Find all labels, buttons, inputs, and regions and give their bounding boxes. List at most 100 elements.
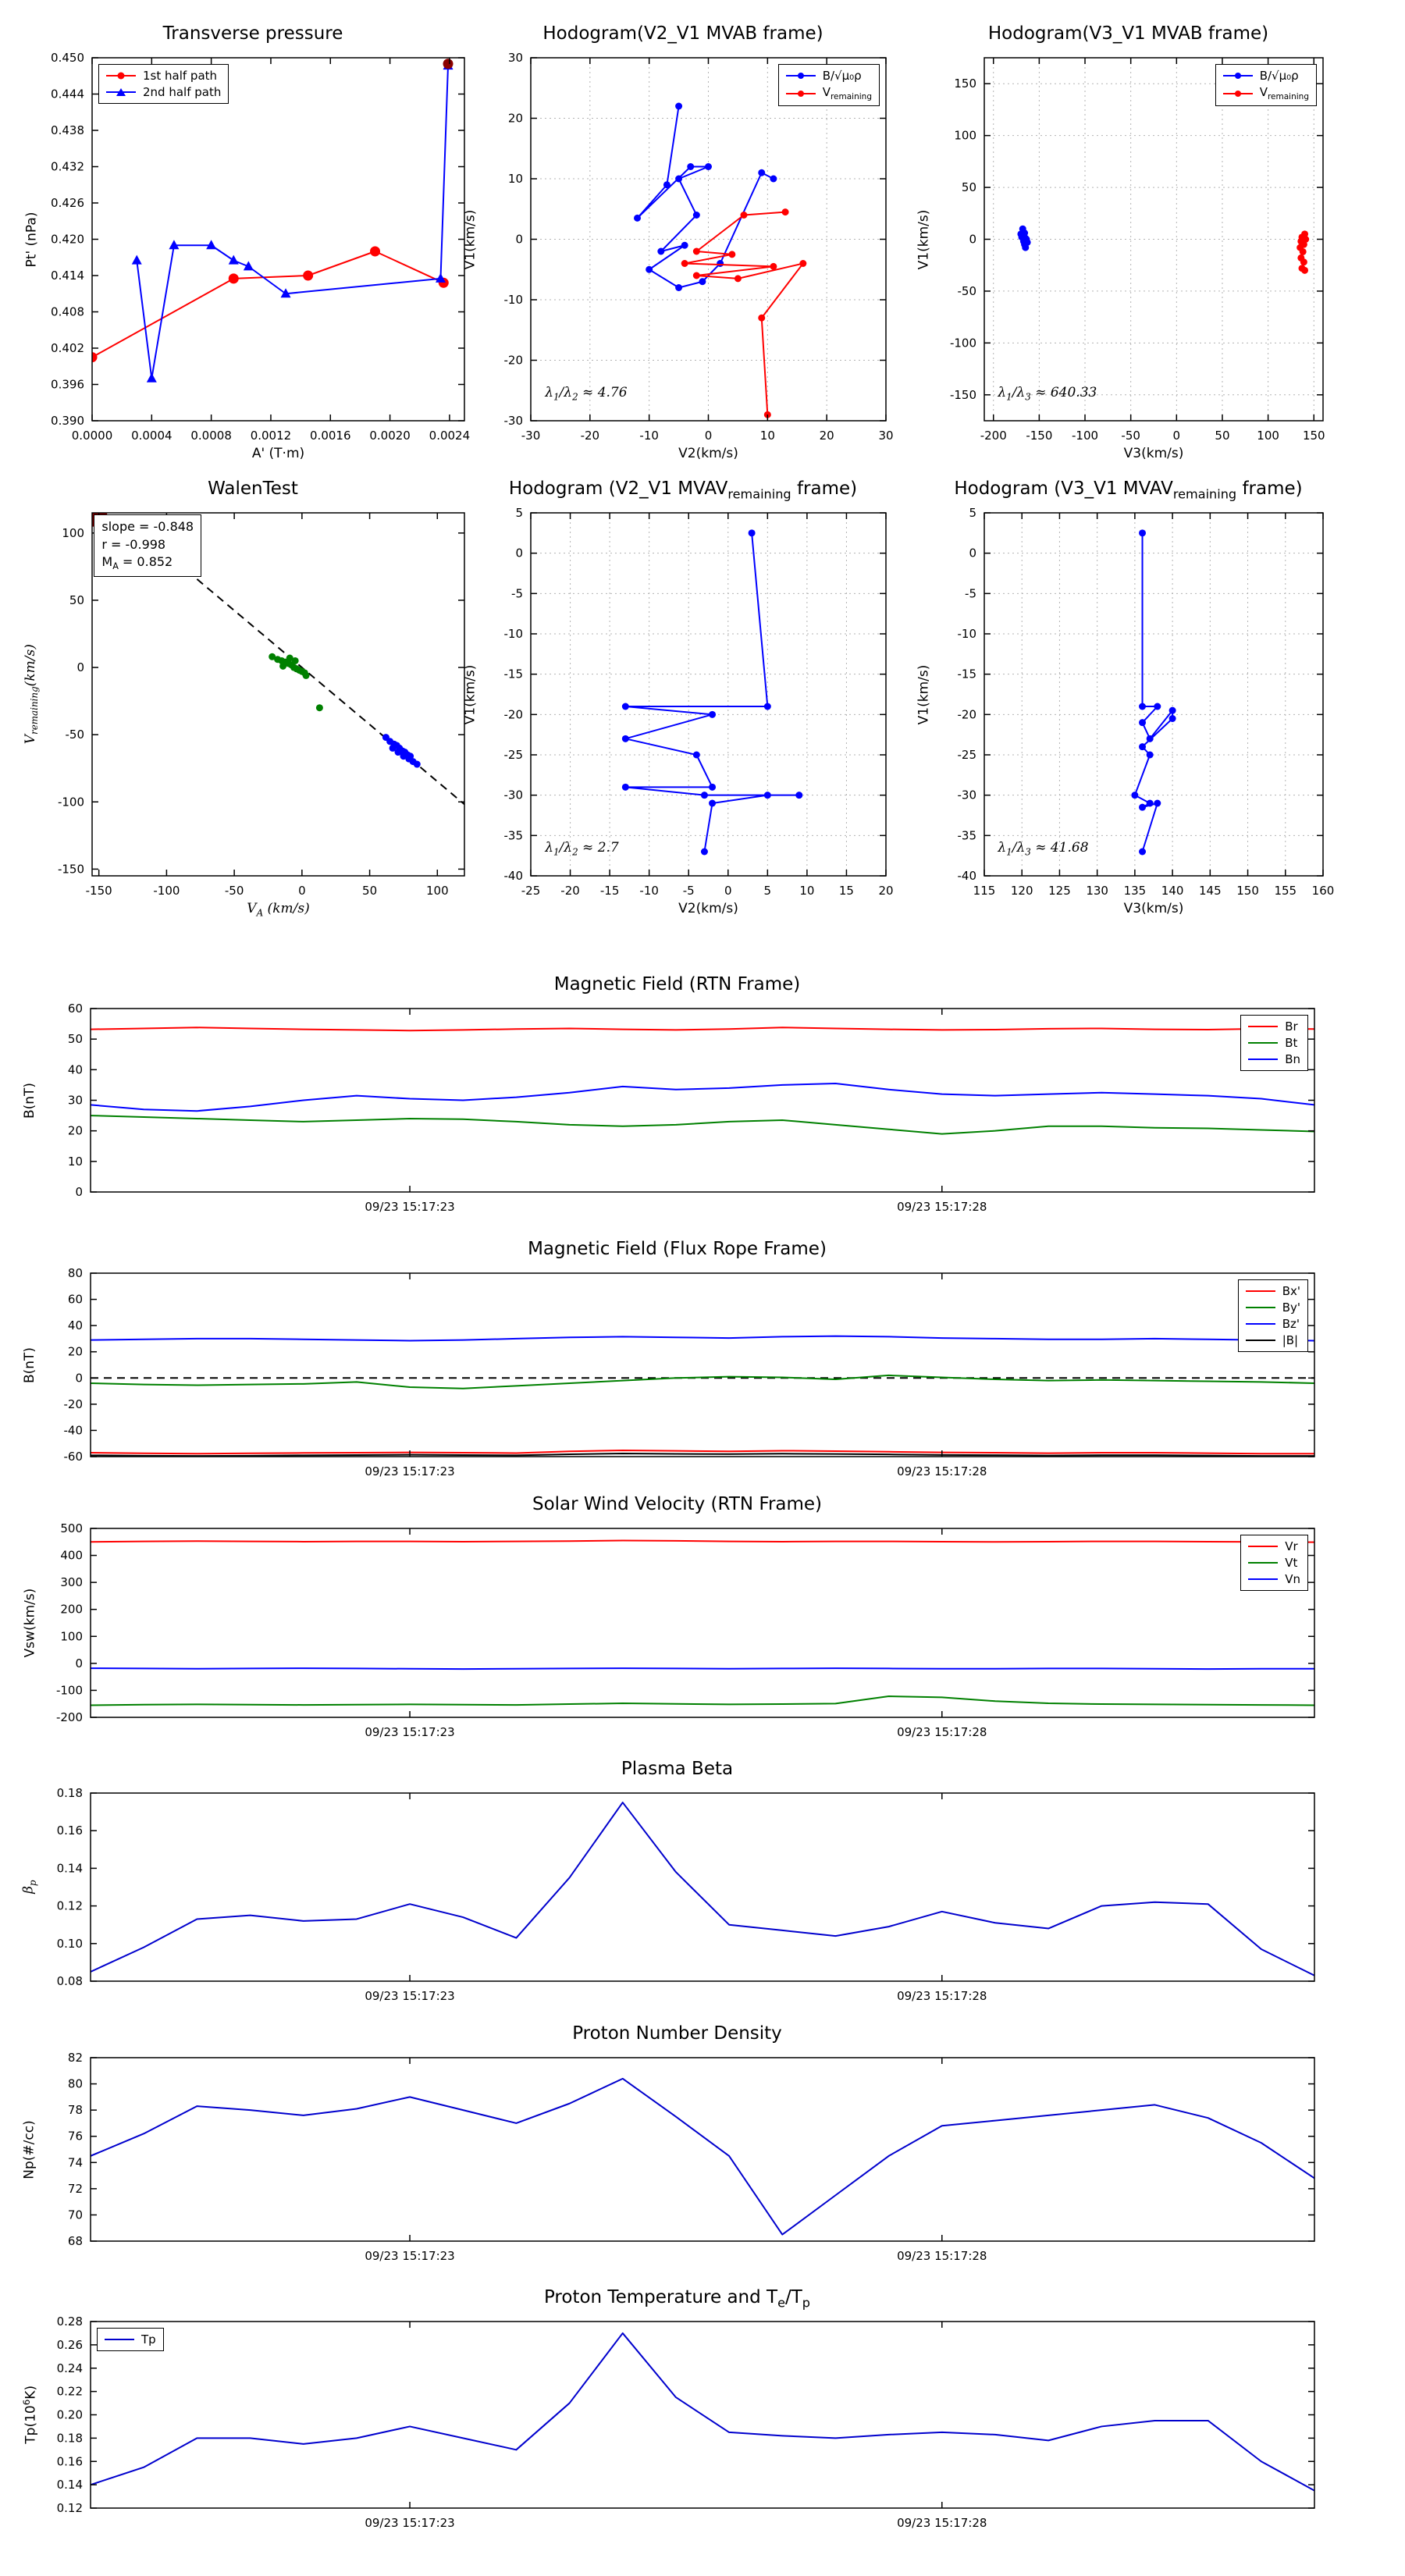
svg-text:0.0000: 0.0000	[72, 429, 113, 443]
svg-text:80: 80	[68, 2077, 83, 2091]
svg-text:40: 40	[68, 1318, 83, 1332]
svg-text:400: 400	[60, 1549, 83, 1563]
proton-temperature-ylabel-text: Tp(106K)	[20, 2386, 39, 2444]
legend-marker-triangle	[116, 88, 126, 96]
legend-line-sample	[1248, 1541, 1279, 1552]
svg-text:09/23 15:17:28: 09/23 15:17:28	[897, 2516, 987, 2530]
svg-text:0.24: 0.24	[57, 2361, 83, 2375]
hodogram-v2v1-mvab-ylabel: V1(km/s)	[460, 58, 480, 421]
legend-label: 2nd half path	[143, 85, 222, 99]
svg-text:0.444: 0.444	[51, 87, 84, 101]
svg-text:-10: -10	[639, 429, 659, 443]
svg-text:30: 30	[878, 429, 893, 443]
svg-text:09/23 15:17:23: 09/23 15:17:23	[365, 1200, 454, 1214]
svg-text:-25: -25	[958, 748, 977, 762]
svg-text:-100: -100	[950, 336, 976, 350]
svg-text:-50: -50	[225, 884, 244, 898]
legend-entry: Vn	[1248, 1572, 1300, 1586]
svg-text:-5: -5	[683, 884, 695, 898]
magnetic-field-rtn-title: Magnetic Field (RTN Frame)	[553, 974, 801, 994]
magnetic-field-flux-rope-title: Magnetic Field (Flux Rope Frame)	[528, 1239, 827, 1259]
svg-text:-60: -60	[64, 1450, 84, 1464]
svg-text:0.396: 0.396	[51, 378, 84, 392]
magnetic-field-rtn-legend: Br Bt Bn	[1240, 1015, 1308, 1071]
svg-text:-100: -100	[153, 884, 180, 898]
svg-text:0.0004: 0.0004	[131, 429, 173, 443]
svg-text:-50: -50	[958, 284, 977, 298]
svg-text:5: 5	[764, 884, 772, 898]
legend-label: By'	[1282, 1300, 1300, 1315]
legend-marker-dot	[1234, 90, 1241, 97]
svg-text:80: 80	[68, 1266, 83, 1280]
magnetic-field-rtn-ylabel: B(nT)	[20, 1009, 40, 1192]
solar-wind-velocity-plot-area: 09/23 15:17:23 09/23 15:17:28 -200 -100 0 100…	[56, 1521, 1315, 1739]
walen-test-plot-area: -150 -100 -50 0 50 100 -150 -100 -50 0 50 100	[58, 512, 465, 898]
legend-line-sample	[1245, 1318, 1275, 1329]
svg-text:60: 60	[68, 1002, 83, 1016]
legend-line-sample	[1248, 1574, 1279, 1585]
svg-text:09/23 15:17:23: 09/23 15:17:23	[365, 1725, 454, 1739]
chart-hodogram-v3v1-mvab: -200 -150 -100 -50 0 50 100 150 -150 -100 -50 0 50 10…	[916, 23, 1325, 461]
svg-text:-30: -30	[504, 788, 524, 802]
svg-text:-20: -20	[560, 884, 580, 898]
svg-text:0.0020: 0.0020	[369, 429, 411, 443]
hodogram-v3v1-mvab-ylabel-text: V1(km/s)	[916, 209, 932, 269]
chart-magnetic-field-rtn: 09/23 15:17:23 09/23 15:17:28 0 10 20 30 40 50 6…	[22, 974, 1315, 1214]
legend-line	[1248, 1546, 1279, 1547]
svg-text:-20: -20	[958, 707, 977, 721]
svg-text:-100: -100	[58, 795, 84, 809]
solar-wind-velocity-ylabel-text: Vsw(km/s)	[22, 1588, 37, 1658]
legend-entry: Vr	[1248, 1539, 1300, 1553]
svg-text:0.18: 0.18	[57, 1786, 83, 1800]
svg-text:20: 20	[508, 112, 523, 126]
svg-text:0.0024: 0.0024	[429, 429, 471, 443]
svg-text:10: 10	[760, 429, 775, 443]
legend-line-sample	[1248, 1037, 1279, 1048]
proton-temperature-plot-area: 09/23 15:17:23 09/23 15:17:28 0.12 0.14 0.16…	[57, 2314, 1315, 2530]
svg-text:0.426: 0.426	[51, 196, 84, 210]
legend-label: Bn	[1285, 1052, 1300, 1066]
svg-text:-150: -150	[950, 388, 976, 402]
svg-text:120: 120	[1011, 884, 1033, 898]
svg-text:78: 78	[68, 2103, 83, 2117]
svg-text:0: 0	[75, 1656, 83, 1670]
legend-line	[1245, 1323, 1275, 1325]
svg-text:-10: -10	[958, 627, 977, 641]
legend-label: Br	[1285, 1019, 1298, 1034]
svg-text:0.14: 0.14	[57, 1861, 83, 1875]
svg-text:0.0012: 0.0012	[251, 429, 292, 443]
svg-text:0: 0	[969, 233, 976, 247]
svg-text:09/23 15:17:23: 09/23 15:17:23	[365, 2249, 454, 2263]
chart-plasma-beta: 09/23 15:17:23 09/23 15:17:28 0.08 0.10 0.12…	[21, 1759, 1315, 2003]
svg-text:09/23 15:17:23: 09/23 15:17:23	[365, 1464, 454, 1478]
svg-text:82: 82	[68, 2051, 83, 2065]
legend-marker-dot	[1234, 73, 1241, 79]
plasma-beta-ylabel: βp	[20, 1793, 40, 1981]
walen-test-ylabel-text: Vremaining(km/s)	[22, 644, 41, 745]
proton-temperature-legend: Tp	[97, 2328, 164, 2351]
svg-text:60: 60	[68, 1293, 83, 1307]
legend-label: |B|	[1282, 1333, 1299, 1347]
legend-marker-dot	[797, 90, 804, 97]
svg-text:-20: -20	[504, 354, 524, 368]
svg-text:0: 0	[969, 546, 976, 560]
hodogram-v3v1-mvav-plot-area: 115 120 125 130 135 140 145 150 155 160 -40 -35 -30 -…	[958, 506, 1335, 898]
walen-test-annotation-0: slope = -0.848 r = -0.998 MA = 0.852	[94, 514, 202, 577]
svg-text:160: 160	[1312, 884, 1335, 898]
svg-text:-40: -40	[64, 1423, 84, 1437]
svg-text:0.16: 0.16	[57, 2454, 83, 2468]
legend-entry: Bx'	[1245, 1284, 1300, 1298]
svg-text:-30: -30	[521, 429, 541, 443]
transverse-pressure-title: Transverse pressure	[162, 23, 343, 44]
legend-line-sample	[1245, 1286, 1275, 1297]
legend-line-sample	[106, 70, 136, 81]
svg-text:-10: -10	[504, 293, 524, 307]
legend-label: Vr	[1285, 1539, 1298, 1553]
svg-text:09/23 15:17:28: 09/23 15:17:28	[897, 1725, 987, 1739]
svg-text:130: 130	[1086, 884, 1108, 898]
svg-text:135: 135	[1124, 884, 1147, 898]
svg-text:100: 100	[60, 1629, 83, 1643]
svg-text:0.390: 0.390	[51, 414, 84, 428]
svg-text:0.12: 0.12	[57, 2501, 83, 2515]
